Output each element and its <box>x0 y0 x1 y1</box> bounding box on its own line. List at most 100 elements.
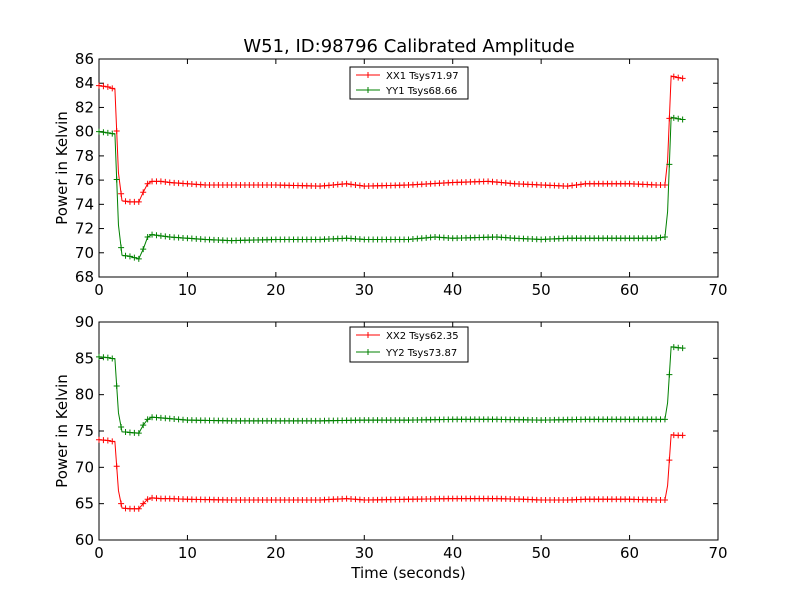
data-point-marker <box>96 82 102 89</box>
legend-label: YY2 Tsys73.87 <box>385 348 457 359</box>
data-point-marker <box>144 180 151 187</box>
y-tick-label: 80 <box>75 386 94 404</box>
data-point-marker <box>135 430 142 437</box>
data-point-marker <box>113 382 120 389</box>
legend: XX1 Tsys71.97 YY1 Tsys68.66 <box>349 66 469 100</box>
data-point-marker <box>670 73 677 80</box>
data-point-marker <box>162 233 169 240</box>
chart-title: W51, ID:98796 Calibrated Amplitude <box>243 36 574 57</box>
x-tick-label: 20 <box>266 281 285 299</box>
data-point-marker <box>157 178 164 185</box>
data-point-marker <box>109 130 116 137</box>
x-tick-label: 10 <box>178 544 197 562</box>
data-point-marker <box>140 246 147 253</box>
y-tick-label: 75 <box>75 422 94 440</box>
data-point-marker <box>135 198 142 205</box>
y-tick-label: 70 <box>75 458 94 476</box>
data-point-marker <box>109 438 116 445</box>
y-tick-label: 74 <box>75 195 94 213</box>
data-point-marker <box>100 129 107 136</box>
data-point-marker <box>661 181 668 188</box>
series-1 <box>96 432 686 512</box>
x-tick-label: 40 <box>443 281 462 299</box>
legend-label: XX2 Tsys62.35 <box>386 331 459 342</box>
data-point-marker <box>577 181 584 188</box>
y-axis-label: Power in Kelvin <box>53 111 71 225</box>
data-point-marker <box>679 75 686 82</box>
x-tick-label: 60 <box>620 281 639 299</box>
data-point-marker <box>131 254 138 261</box>
legend-marker <box>365 87 371 93</box>
data-point-marker <box>679 345 686 352</box>
y-tick-label: 82 <box>75 98 94 116</box>
x-tick-label: 50 <box>532 544 551 562</box>
data-point-marker <box>343 180 350 187</box>
data-point-marker <box>564 183 571 190</box>
y-tick-label: 68 <box>75 268 94 286</box>
data-point-marker <box>104 129 111 136</box>
data-point-marker <box>109 85 116 92</box>
x-tick-label: 20 <box>266 544 285 562</box>
x-tick-label: 0 <box>94 544 104 562</box>
data-point-marker <box>153 232 160 239</box>
data-point-marker <box>113 176 120 183</box>
data-point-marker <box>657 234 664 241</box>
y-tick-label: 86 <box>75 50 94 68</box>
x-tick-label: 10 <box>178 281 197 299</box>
data-point-marker <box>661 234 668 241</box>
series-1 <box>96 73 686 205</box>
x-tick-label: 30 <box>355 281 374 299</box>
subplot-2: 0 10 20 30 40 50 60 70 60 65 70 75 80 85 90 Power in Ke… <box>53 313 728 582</box>
data-point-marker <box>104 83 111 90</box>
data-point-marker <box>104 437 111 444</box>
data-point-marker <box>675 115 682 122</box>
legend-box <box>349 326 469 363</box>
data-point-marker <box>118 244 125 251</box>
data-point-marker <box>569 182 576 189</box>
series-2 <box>96 344 686 437</box>
data-point-marker <box>135 255 142 262</box>
x-tick-label: 70 <box>708 281 727 299</box>
legend-marker <box>365 349 371 355</box>
data-point-marker <box>348 181 355 188</box>
data-point-marker <box>666 371 673 378</box>
y-tick-label: 65 <box>75 495 94 513</box>
x-tick-label: 30 <box>355 544 374 562</box>
data-point-marker <box>109 355 116 362</box>
x-tick-label: 50 <box>532 281 551 299</box>
data-point-marker <box>140 189 147 196</box>
data-point-marker <box>675 74 682 81</box>
data-point-marker <box>96 128 102 135</box>
y-tick-label: 84 <box>75 74 94 92</box>
legend: XX2 Tsys62.35 YY2 Tsys73.87 <box>349 326 469 363</box>
x-axis-label: Time (seconds) <box>350 564 466 582</box>
data-point-marker <box>573 181 580 188</box>
data-point-marker <box>352 181 359 188</box>
y-tick-label: 90 <box>75 313 94 331</box>
x-tick-label: 0 <box>94 281 104 299</box>
y-tick-label: 76 <box>75 171 94 189</box>
data-point-marker <box>118 190 125 197</box>
x-tick-label: 70 <box>708 544 727 562</box>
data-point-marker <box>144 234 151 241</box>
legend-marker <box>365 72 371 78</box>
subplots: 0 10 20 30 40 50 60 70 68 70 72 74 76 78 80 82 84 86 Power… <box>53 50 728 582</box>
data-point-marker <box>679 432 686 439</box>
data-point-marker <box>670 344 677 351</box>
data-point-marker <box>135 505 142 512</box>
y-tick-label: 78 <box>75 147 94 165</box>
data-point-marker <box>126 253 133 260</box>
data-point-marker <box>113 128 120 135</box>
data-point-marker <box>149 231 156 238</box>
data-point-marker <box>140 422 147 429</box>
data-point-marker <box>157 232 164 239</box>
y-tick-label: 70 <box>75 244 94 262</box>
data-point-marker <box>122 252 129 259</box>
data-point-marker <box>122 198 129 205</box>
legend-marker <box>365 332 371 338</box>
data-point-marker <box>140 500 147 507</box>
y-tick-label: 80 <box>75 123 94 141</box>
data-point-marker <box>162 178 169 185</box>
y-tick-label: 60 <box>75 531 94 549</box>
